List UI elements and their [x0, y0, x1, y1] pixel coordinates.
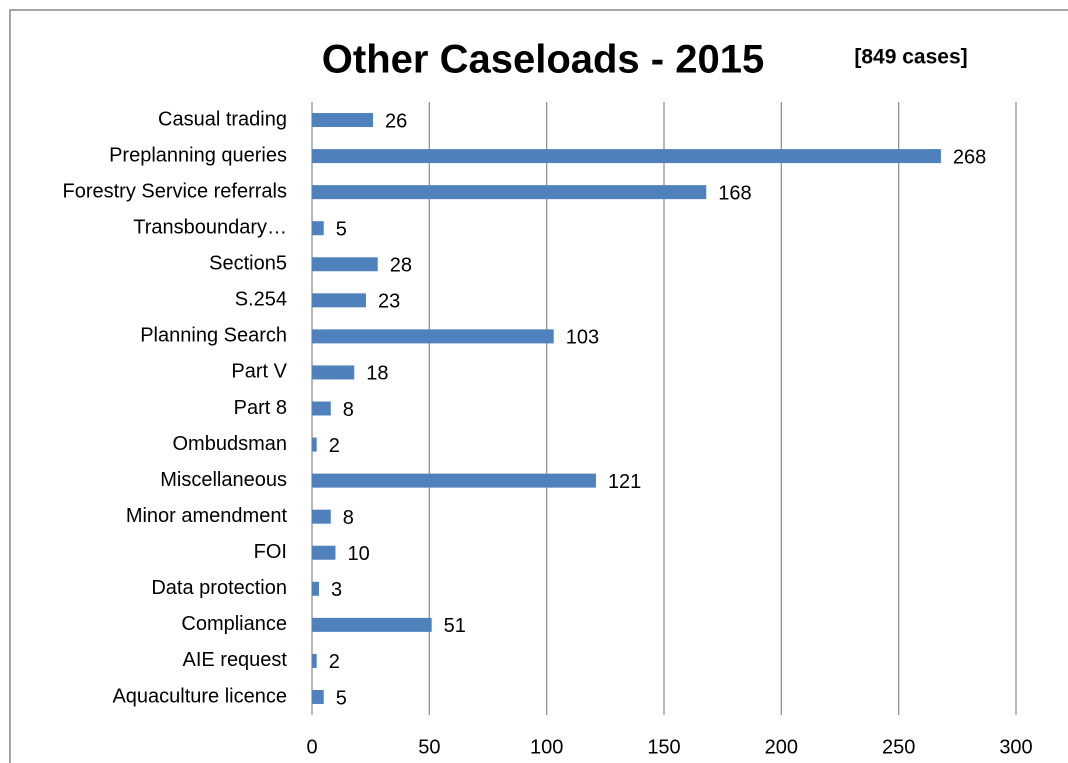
y-tick-label: Casual trading: [158, 108, 287, 130]
bar: [312, 113, 374, 128]
bar: [312, 257, 378, 272]
y-tick-label: Miscellaneous: [160, 469, 287, 491]
value-label: 8: [343, 399, 354, 421]
bar: [312, 293, 366, 308]
bar: [312, 329, 554, 344]
bar: [312, 581, 320, 596]
value-label: 121: [608, 471, 641, 493]
x-tick-label: 0: [306, 736, 317, 758]
y-tick-label: Data protection: [151, 577, 287, 599]
bar: [312, 617, 432, 632]
value-label: 2: [329, 651, 340, 673]
y-tick-label: S.254: [235, 289, 287, 311]
y-tick-label: Forestry Service referrals: [63, 180, 288, 202]
value-label: 3: [331, 579, 342, 601]
value-label: 103: [566, 327, 599, 349]
y-tick-label: Compliance: [181, 613, 287, 635]
value-label: 23: [378, 291, 400, 313]
y-tick-label: Planning Search: [140, 325, 287, 347]
bar: [312, 689, 324, 704]
y-tick-label: Minor amendment: [126, 505, 288, 527]
value-label: 18: [366, 363, 388, 385]
bar: [312, 509, 331, 524]
bar: [312, 473, 596, 488]
chart-subtitle: [849 cases]: [854, 46, 967, 69]
y-tick-label: Part 8: [234, 397, 287, 419]
y-tick-label: Transboundary…: [133, 216, 287, 238]
bar: [312, 365, 355, 380]
y-tick-label: FOI: [254, 541, 287, 563]
value-label: 26: [385, 110, 407, 132]
chart-title: Other Caseloads - 2015: [322, 38, 764, 82]
value-label: 168: [718, 182, 751, 204]
value-label: 268: [953, 146, 986, 168]
x-tick-label: 50: [418, 736, 440, 758]
value-label: 10: [347, 543, 369, 565]
value-label: 5: [336, 218, 347, 240]
bar: [312, 149, 941, 164]
value-label: 51: [444, 615, 466, 637]
bar: [312, 653, 317, 668]
value-label: 2: [329, 435, 340, 457]
bar: [312, 437, 317, 452]
bar: [312, 185, 707, 200]
x-tick-label: 250: [882, 736, 915, 758]
y-tick-label: Ombudsman: [173, 433, 288, 455]
value-label: 28: [390, 255, 412, 277]
chart-border: [9, 9, 1068, 763]
x-tick-label: 300: [999, 736, 1032, 758]
bar: [312, 401, 331, 416]
y-tick-label: AIE request: [182, 649, 287, 671]
value-label: 8: [343, 507, 354, 529]
x-tick-label: 100: [530, 736, 563, 758]
y-tick-label: Aquaculture licence: [112, 685, 287, 707]
x-tick-label: 200: [765, 736, 798, 758]
y-tick-label: Part V: [231, 361, 287, 383]
bar: [312, 545, 336, 560]
y-tick-label: Preplanning queries: [109, 144, 287, 166]
value-label: 5: [336, 687, 347, 709]
bar: [312, 221, 324, 236]
y-tick-label: Section5: [209, 253, 287, 275]
x-tick-label: 150: [647, 736, 680, 758]
